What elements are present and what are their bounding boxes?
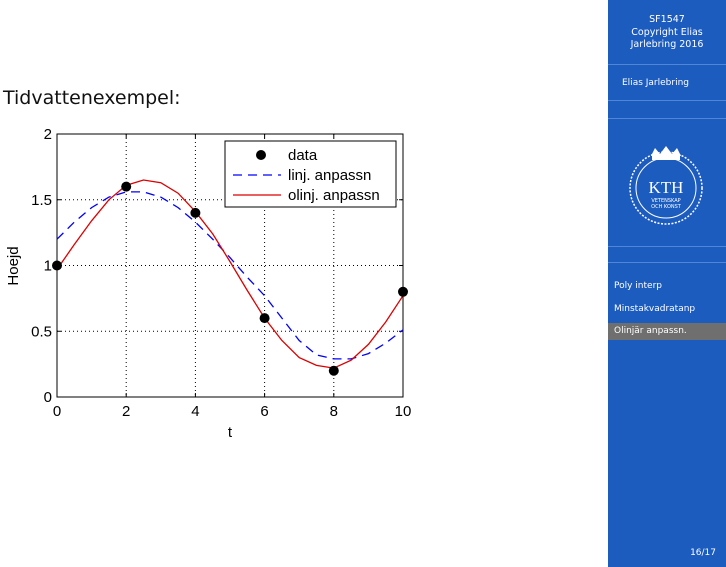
chart-series: [52, 179, 408, 376]
y-axis-label: Hoejd: [5, 246, 22, 285]
kth-logo: KTH VETENSKAP OCH KONST: [621, 142, 711, 230]
logo-subtext-2: OCH KONST: [651, 204, 682, 210]
nav-item-poly-interp[interactable]: Poly interp: [614, 281, 662, 291]
data-point: [259, 313, 270, 324]
x-tick-label: 4: [191, 403, 199, 420]
sidebar-divider: [608, 262, 726, 263]
y-tick-label: 1: [44, 258, 52, 275]
y-tick-label: 0: [44, 389, 52, 406]
x-tick-label: 2: [122, 403, 130, 420]
legend-marker-data: [256, 150, 266, 160]
y-tick-label: 2: [44, 126, 52, 143]
series-line-nonlinear-fit: [56, 179, 404, 369]
legend-label: olinj. anpassn: [288, 187, 380, 204]
x-tick-label: 10: [395, 403, 412, 420]
legend-label: linj. anpassn: [288, 167, 371, 184]
y-tick-label: 0.5: [31, 323, 52, 340]
legend-label: data: [288, 147, 318, 164]
sidebar-header: SF1547 Copyright Elias Jarlebring 2016: [608, 14, 726, 52]
data-point: [398, 286, 408, 297]
chart-legend: data linj. anpassn olinj. anpassn: [224, 140, 397, 208]
y-tick-label: 1.5: [31, 192, 52, 209]
slide-title: Tidvattenexempel:: [3, 87, 181, 109]
sidebar: SF1547 Copyright Elias Jarlebring 2016 E…: [608, 0, 726, 567]
legend-box: [224, 140, 397, 208]
sidebar-divider: [608, 100, 726, 101]
nav-item-olinjar-anpassn[interactable]: Olinjär anpassn.: [608, 323, 726, 340]
x-tick-label: 6: [260, 403, 268, 420]
tide-chart: 0 2 4 6 8 10 0 0.5 1 1.5 2 t Hoejd data linj. anpas…: [5, 126, 411, 441]
course-code: SF1547: [649, 14, 685, 25]
x-tick-label: 8: [330, 403, 338, 420]
sidebar-divider: [608, 64, 726, 65]
logo-subtext-1: VETENSKAP: [651, 198, 680, 204]
copyright-line-1: Copyright Elias: [631, 26, 703, 38]
author-name: Elias Jarlebring: [622, 78, 689, 88]
logo-text: KTH: [649, 178, 684, 197]
data-point: [328, 365, 339, 376]
data-point: [121, 181, 132, 192]
sidebar-divider: [608, 246, 726, 247]
x-axis-label: t: [228, 424, 233, 441]
axis-ticks: 0 2 4 6 8 10 0 0.5 1 1.5 2: [31, 126, 411, 420]
series-line-linear-fit: [56, 191, 404, 360]
x-tick-label: 0: [53, 403, 61, 420]
sidebar-divider: [608, 118, 726, 119]
copyright-line-2: Jarlebring 2016: [630, 39, 704, 50]
nav-item-minstakvadratanp[interactable]: Minstakvadratanp: [614, 304, 696, 314]
data-point: [52, 260, 62, 271]
page-number: 16/17: [690, 548, 716, 558]
data-point: [190, 207, 201, 218]
